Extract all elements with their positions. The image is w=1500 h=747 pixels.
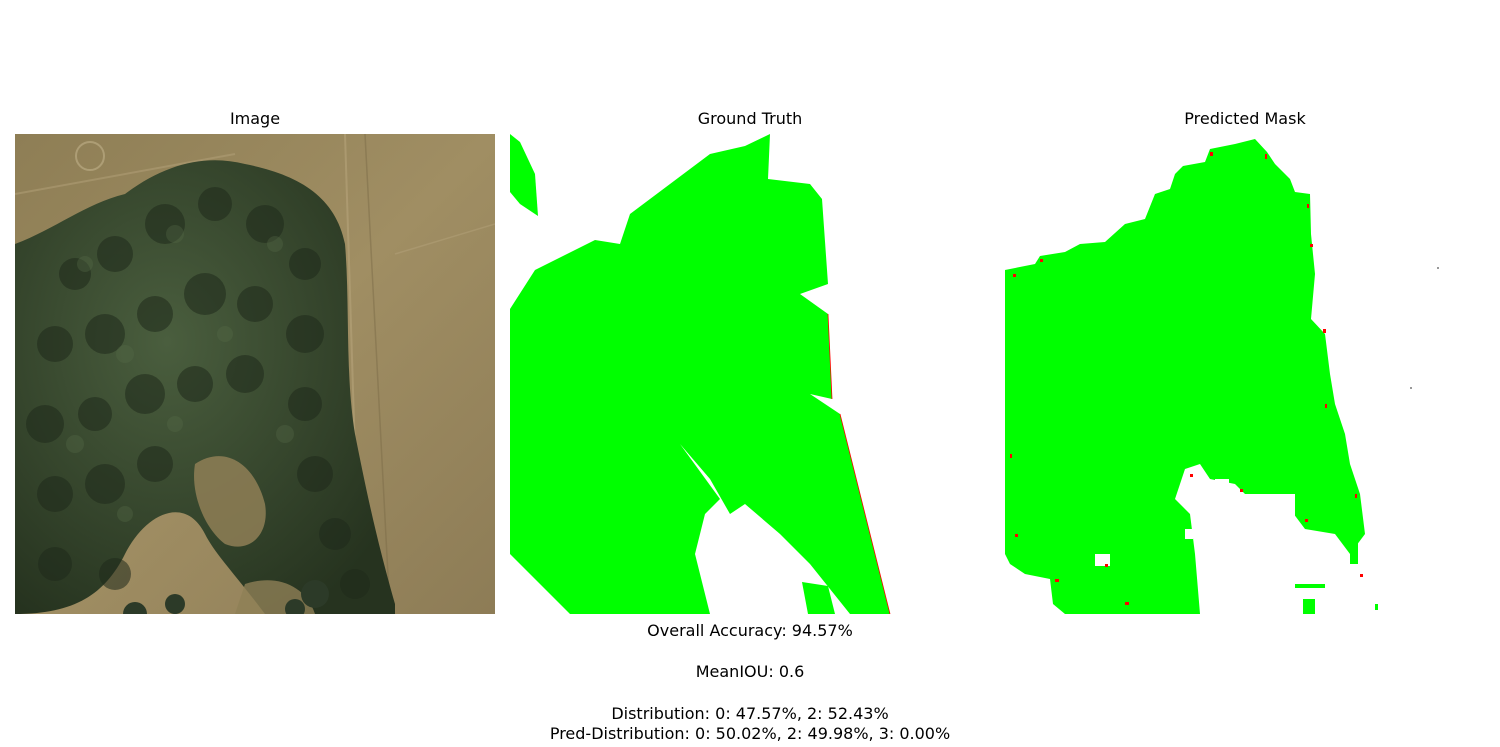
distribution-text: Distribution: 0: 47.57%, 2: 52.43% xyxy=(611,704,889,723)
overall-accuracy-text: Overall Accuracy: 94.57% xyxy=(647,621,853,640)
ground-truth-panel-title: Ground Truth xyxy=(697,109,803,128)
ground-truth-mask-graphic xyxy=(510,134,990,614)
ground-truth-mask xyxy=(510,134,990,614)
pred-distribution-text: Pred-Distribution: 0: 50.02%, 2: 49.98%,… xyxy=(549,724,951,743)
predicted-mask xyxy=(1005,134,1485,614)
aerial-image xyxy=(15,134,495,614)
mean-iou-text: MeanIOU: 0.6 xyxy=(695,662,805,681)
aerial-image-graphic xyxy=(15,134,495,614)
image-panel-title: Image xyxy=(229,109,281,128)
predicted-mask-graphic xyxy=(1005,134,1485,614)
predicted-mask-panel-title: Predicted Mask xyxy=(1184,109,1306,128)
